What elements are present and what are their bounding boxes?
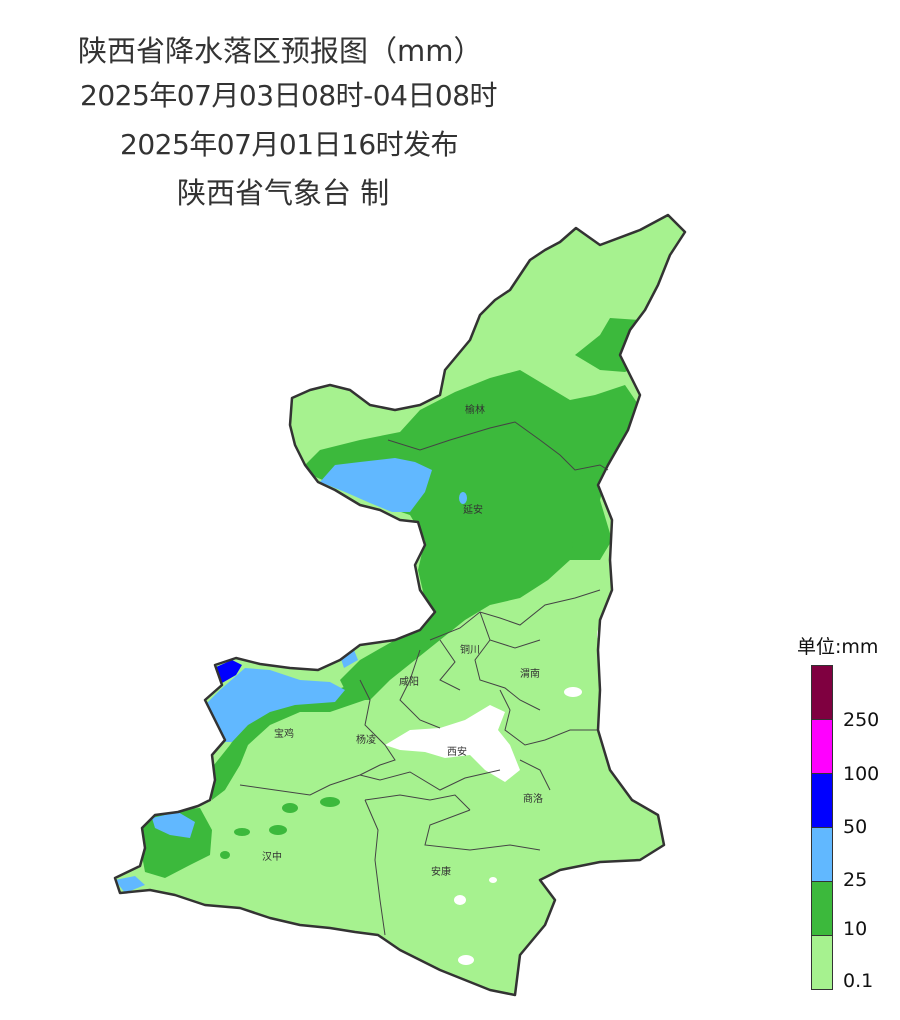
legend-label: 25 xyxy=(843,869,868,891)
legend-title: 单位:mm xyxy=(797,636,879,658)
legend-swatch-above-250 xyxy=(811,665,833,720)
legend-label: 250 xyxy=(843,709,880,731)
no-rain-spot xyxy=(458,955,474,965)
rain-area-10-25-west xyxy=(210,685,365,800)
producer: 陕西省气象台 制 xyxy=(177,176,390,210)
city-label-xianyang: 咸阳 xyxy=(399,676,419,688)
map-title: 陕西省降水落区预报图（mm） xyxy=(78,34,483,68)
no-rain-area-xian xyxy=(385,705,520,782)
no-rain-spot xyxy=(489,877,497,883)
city-label-xian: 西安 xyxy=(447,745,467,758)
valid-period: 2025年07月03日08时-04日08时 xyxy=(80,79,498,112)
rain-spot xyxy=(220,851,230,859)
city-label-ankang: 安康 xyxy=(431,865,451,878)
city-label-weinan: 渭南 xyxy=(520,667,540,680)
city-label-hanzhong: 汉中 xyxy=(262,850,282,863)
rain-area-25-50-south xyxy=(115,876,145,893)
rain-spot xyxy=(234,828,250,836)
rain-spot xyxy=(269,825,287,835)
city-label-yulin: 榆林 xyxy=(465,403,485,416)
rain-area-50-100 xyxy=(214,660,242,683)
city-labels: 榆林 延安 铜川 咸阳 渭南 宝鸡 杨凌 西安 商洛 汉中 安康 xyxy=(262,403,543,878)
rain-spot xyxy=(320,797,340,807)
legend-swatch-50-100 xyxy=(811,773,833,828)
city-label-tongchuan: 铜川 xyxy=(460,644,480,656)
legend-label: 50 xyxy=(843,816,868,838)
rain-area-25-50-southwest xyxy=(152,812,195,838)
rain-spot xyxy=(282,803,298,813)
legend-label: 0.1 xyxy=(843,970,874,992)
legend-swatch-10-25 xyxy=(811,881,833,936)
rain-spot xyxy=(459,492,467,504)
legend-swatch-100-250 xyxy=(811,719,833,774)
legend-label: 100 xyxy=(843,763,880,785)
rain-area-0.1-10 xyxy=(115,215,685,995)
city-label-yanan: 延安 xyxy=(463,503,483,516)
legend-label: 10 xyxy=(843,918,868,940)
no-rain-spot xyxy=(564,687,582,697)
no-rain-spot xyxy=(454,895,466,905)
rain-spot xyxy=(572,535,608,555)
city-label-baoji: 宝鸡 xyxy=(274,727,294,740)
legend-swatch-0.1-10 xyxy=(811,935,833,990)
city-label-yangling: 杨凌 xyxy=(356,733,376,746)
issue-time: 2025年07月01日16时发布 xyxy=(120,128,459,161)
city-label-shangluo: 商洛 xyxy=(523,792,543,805)
legend-swatch-25-50 xyxy=(811,827,833,882)
rain-area-25-50-north xyxy=(320,458,432,512)
rain-area-25-50-west xyxy=(205,668,345,742)
city-boundaries xyxy=(239,421,609,936)
